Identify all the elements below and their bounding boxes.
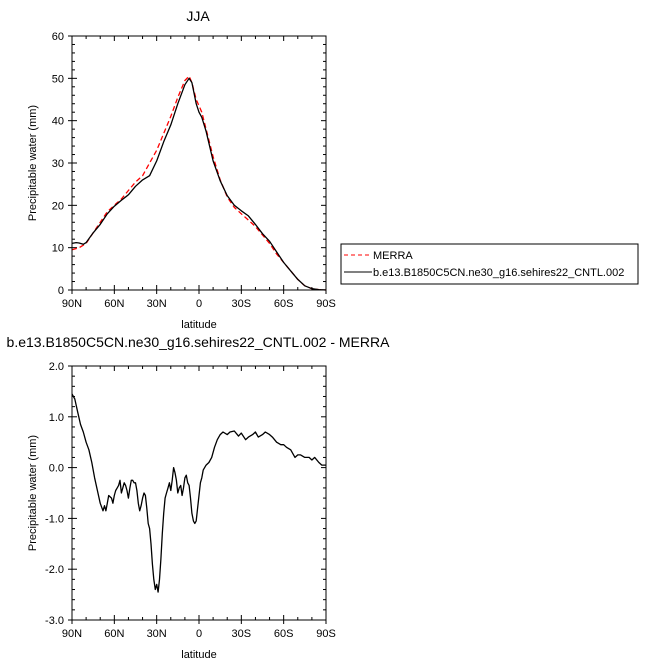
- x-tick-label: 60S: [274, 628, 294, 640]
- series-line-model: [71, 77, 327, 291]
- bottom-x-axis-label: latitude: [181, 649, 216, 661]
- y-tick-label: 0: [58, 285, 64, 297]
- x-tick-label: 30S: [232, 628, 252, 640]
- x-tick-label: 90N: [62, 298, 82, 310]
- x-tick-label: 90N: [62, 628, 82, 640]
- legend-label-merra: MERRA: [373, 250, 413, 262]
- x-tick-label: 60S: [274, 298, 294, 310]
- legend-box: [340, 243, 639, 285]
- y-tick-label: 2.0: [49, 361, 64, 373]
- x-tick-label: 30N: [147, 628, 167, 640]
- y-tick-label: 1.0: [49, 412, 64, 424]
- top-chart-title: JJA: [186, 8, 210, 24]
- series-line-difference: [71, 393, 326, 593]
- y-tick-label: 40: [52, 116, 64, 128]
- bottom-panel: b.e13.B1850C5CN.ne30_g16.sehires22_CNTL.…: [7, 334, 391, 661]
- x-tick-label: 30N: [147, 298, 167, 310]
- x-tick-label: 90S: [316, 298, 336, 310]
- x-tick-label: 90S: [316, 628, 336, 640]
- x-tick-label: 0: [196, 628, 202, 640]
- y-tick-label: 60: [52, 31, 64, 43]
- legend-label-model: b.e13.B1850C5CN.ne30_g16.sehires22_CNTL.…: [373, 267, 624, 279]
- top-y-axis-label: Precipitable water (mm): [27, 105, 39, 221]
- bottom-plot-frame: [71, 365, 327, 621]
- x-tick-label: 60N: [104, 298, 124, 310]
- top-plot-frame: [71, 35, 327, 291]
- legend: MERRA b.e13.B1850C5CN.ne30_g16.sehires22…: [340, 243, 639, 285]
- x-tick-label: 60N: [104, 628, 124, 640]
- bottom-y-axis-label: Precipitable water (mm): [27, 435, 39, 551]
- y-tick-label: -3.0: [45, 615, 64, 627]
- x-tick-label: 30S: [232, 298, 252, 310]
- x-tick-label: 0: [196, 298, 202, 310]
- y-tick-label: 30: [52, 158, 64, 170]
- y-tick-label: 0.0: [49, 463, 64, 475]
- bottom-chart-title: b.e13.B1850C5CN.ne30_g16.sehires22_CNTL.…: [7, 334, 391, 350]
- y-tick-label: 50: [52, 73, 64, 85]
- y-tick-label: -1.0: [45, 513, 64, 525]
- series-line-merra: [71, 75, 327, 291]
- y-tick-label: 10: [52, 243, 64, 255]
- y-tick-label: 20: [52, 200, 64, 212]
- top-panel: JJA 0 10 20 30 40 50 60 90N 60N 30N 0 30S 60S 90S la…: [27, 8, 336, 331]
- top-x-axis-label: latitude: [181, 319, 216, 331]
- y-tick-label: -2.0: [45, 564, 64, 576]
